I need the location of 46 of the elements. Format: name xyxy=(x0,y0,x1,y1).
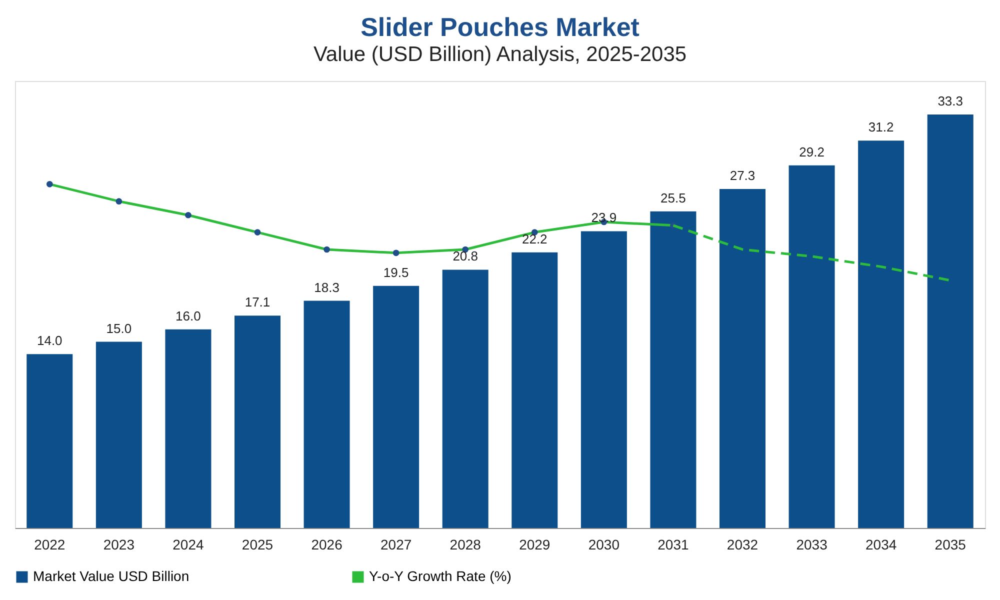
data-label: 20.8 xyxy=(452,248,478,264)
data-label: 14.0 xyxy=(36,333,62,348)
data-label: 22.2 xyxy=(522,231,548,246)
x-tick-label: 2035 xyxy=(934,536,966,552)
bar xyxy=(650,211,696,528)
bar xyxy=(165,329,212,528)
bar xyxy=(96,342,142,528)
legend-label: Y-o-Y Growth Rate (%) xyxy=(369,568,512,584)
x-tick-label: 2023 xyxy=(103,536,135,552)
bar xyxy=(720,189,766,528)
legend-label: Market Value USD Billion xyxy=(33,568,190,584)
bar xyxy=(373,286,420,528)
bar xyxy=(234,316,280,528)
data-label: 25.5 xyxy=(660,190,686,206)
x-tick-label: 2027 xyxy=(380,536,412,552)
data-label: 23.9 xyxy=(591,210,617,226)
data-label: 18.3 xyxy=(314,280,340,295)
data-label: 33.3 xyxy=(938,94,964,109)
x-tick-label: 2034 xyxy=(865,536,897,552)
chart-subtitle: Value (USD Billion) Analysis, 2025-2035 xyxy=(313,43,687,66)
data-label: 29.2 xyxy=(799,144,824,160)
chart-title: Slider Pouches Market xyxy=(360,12,640,42)
x-tick-label: 2032 xyxy=(726,536,758,552)
data-label: 16.0 xyxy=(176,308,201,324)
bar xyxy=(858,140,904,528)
data-label: 17.1 xyxy=(244,294,270,310)
data-label: 19.5 xyxy=(383,264,409,280)
x-tick-label: 2024 xyxy=(172,536,204,552)
data-label: 27.3 xyxy=(730,168,756,184)
bar xyxy=(304,300,350,528)
x-tick-label: 2028 xyxy=(450,536,482,552)
bar xyxy=(26,354,73,528)
x-tick-label: 2033 xyxy=(796,536,828,552)
data-label: 15.0 xyxy=(106,320,132,336)
bar xyxy=(927,114,974,528)
data-label: 31.2 xyxy=(868,120,894,135)
bar xyxy=(512,252,558,528)
bar xyxy=(580,231,627,528)
x-tick-label: 2031 xyxy=(658,536,689,552)
x-tick-label: 2026 xyxy=(311,536,343,552)
x-tick-label: 2029 xyxy=(519,536,550,552)
x-tick-label: 2030 xyxy=(588,536,620,552)
bar xyxy=(788,165,835,528)
x-tick-label: 2025 xyxy=(242,536,274,552)
x-tick-label: 2022 xyxy=(34,536,66,552)
bar xyxy=(442,270,488,528)
